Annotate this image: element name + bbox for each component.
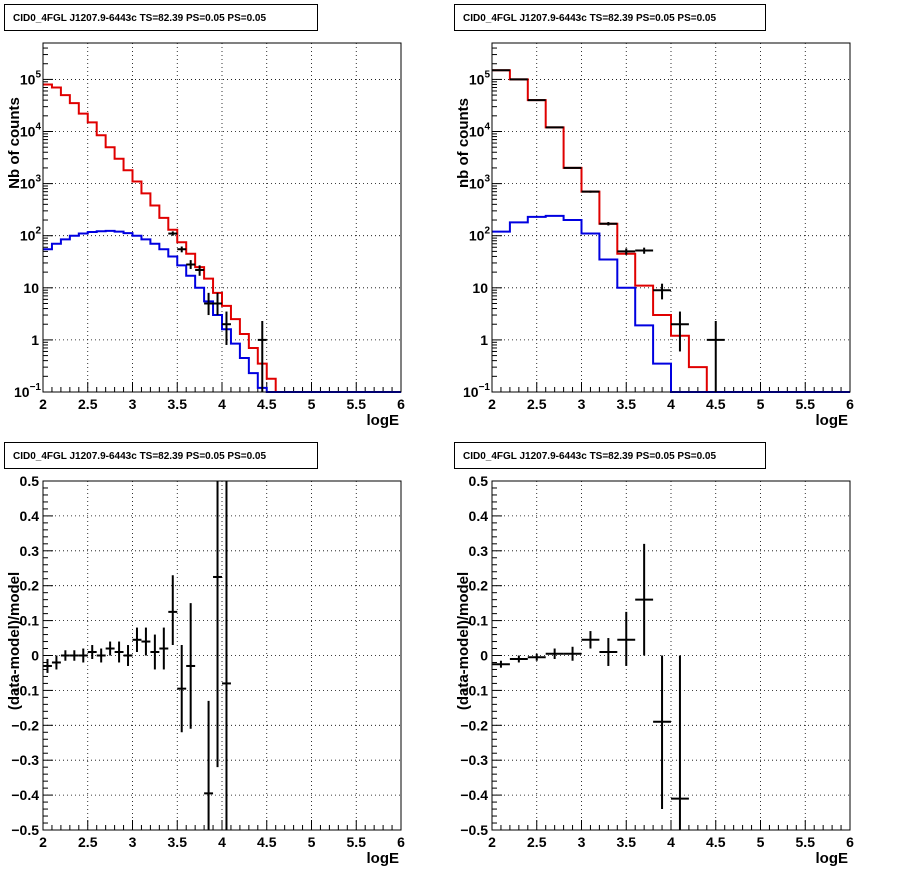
y-tick-label: −0.5	[460, 822, 488, 838]
y-tick-label: 0	[480, 648, 488, 664]
panel-title-top-left: CID0_4FGL J1207.9-6443c TS=82.39 PS=0.05…	[4, 4, 318, 31]
chart-bottom-right: 2 2.5 3 3.5 4 4.5 5 5.5 6 −0.5 −0.4 −0.3 −0.2 −0.1 0 0.…	[455, 473, 854, 867]
x-tick-label: 4	[218, 396, 226, 412]
panel-title-top-right: CID0_4FGL J1207.9-6443c TS=82.39 PS=0.05…	[454, 4, 766, 31]
y-tick-label: −0.5	[11, 822, 39, 838]
x-tick-label: 2	[39, 396, 47, 412]
x-tick-label: 5	[757, 834, 765, 850]
x-tick-label: 3.5	[168, 396, 188, 412]
x-tick-label: 4.5	[257, 834, 277, 850]
panel-title-bottom-left: CID0_4FGL J1207.9-6443c TS=82.39 PS=0.05…	[4, 442, 318, 469]
x-tick-label: 2.5	[78, 834, 98, 850]
y-tick-label: 0	[31, 648, 39, 664]
y-tick-label: 102	[20, 226, 42, 244]
plot-frame	[42, 42, 402, 393]
x-axis-title: logE	[367, 850, 400, 867]
x-tick-label: 5	[308, 396, 316, 412]
x-tick-label: 3.5	[617, 396, 637, 412]
y-tick-label: 103	[20, 174, 42, 192]
y-tick-label: 0.2	[469, 578, 489, 594]
x-tick-label: 2	[488, 396, 496, 412]
y-tick-label: 0.5	[20, 473, 40, 489]
panel-title-bottom-right: CID0_4FGL J1207.9-6443c TS=82.39 PS=0.05…	[454, 442, 766, 469]
y-tick-label: 10	[472, 280, 488, 296]
x-tick-label: 3	[129, 834, 137, 850]
y-tick-label: 0.4	[469, 508, 489, 524]
x-tick-label: 4	[218, 834, 226, 850]
y-tick-label: −0.1	[460, 682, 488, 698]
x-tick-label: 3	[578, 396, 586, 412]
y-tick-label: −0.2	[11, 717, 39, 733]
x-tick-label: 6	[846, 396, 854, 412]
y-tick-label: 10−1	[14, 382, 41, 400]
x-tick-label: 4	[667, 396, 675, 412]
x-tick-label: 6	[846, 834, 854, 850]
x-tick-label: 5.5	[796, 396, 816, 412]
y-tick-label: −0.4	[460, 787, 488, 803]
y-tick-label: −0.3	[11, 752, 39, 768]
plot-frame	[42, 480, 402, 831]
y-tick-label: 0.2	[20, 578, 40, 594]
y-tick-label: 0.3	[469, 543, 489, 559]
y-tick-label: 0.1	[20, 613, 40, 629]
x-tick-label: 4	[667, 834, 675, 850]
y-axis-title: (data-model)/model	[455, 572, 472, 710]
y-tick-label: −0.3	[460, 752, 488, 768]
x-tick-label: 5.5	[796, 834, 816, 850]
plot-frame	[491, 480, 851, 831]
chart-top-left: 2 2.5 3 3.5 4 4.5 5 5.5 6 10−1 1 10 102 103 104 105 logE…	[6, 42, 405, 429]
y-tick-label: 104	[20, 122, 42, 140]
y-axis-title: Nb of counts	[6, 97, 23, 189]
x-tick-label: 6	[397, 396, 405, 412]
chart-bottom-left: 2 2.5 3 3.5 4 4.5 5 5.5 6 −0.5 −0.4 −0.3 −0.2 −0.1 0 0.…	[6, 473, 405, 867]
x-tick-label: 2.5	[527, 834, 547, 850]
x-tick-label: 4.5	[706, 834, 726, 850]
x-tick-label: 3	[578, 834, 586, 850]
y-tick-label: 105	[469, 69, 491, 87]
y-tick-label: −0.4	[11, 787, 39, 803]
y-tick-label: −0.2	[460, 717, 488, 733]
y-tick-label: 104	[469, 122, 491, 140]
x-tick-label: 5	[308, 834, 316, 850]
x-tick-label: 6	[397, 834, 405, 850]
x-tick-label: 3.5	[168, 834, 188, 850]
x-tick-label: 3.5	[617, 834, 637, 850]
series-line-total-model	[43, 83, 401, 393]
y-tick-label: 10−1	[463, 382, 490, 400]
y-tick-label: 0.1	[469, 613, 489, 629]
chart-top-right: 2 2.5 3 3.5 4 4.5 5 5.5 6 10−1 1 10 102 103 104 105 logE…	[455, 42, 854, 429]
y-tick-label: 0.4	[20, 508, 40, 524]
y-tick-label: 102	[469, 226, 491, 244]
x-axis-title: logE	[816, 412, 849, 429]
x-axis-title: logE	[816, 850, 849, 867]
x-tick-label: 2	[488, 834, 496, 850]
x-tick-label: 3	[129, 396, 137, 412]
y-tick-label: 0.5	[469, 473, 489, 489]
y-tick-label: −0.1	[11, 682, 39, 698]
y-tick-label: 103	[469, 174, 491, 192]
y-tick-label: 10	[23, 280, 39, 296]
plot-frame	[491, 42, 851, 393]
y-axis-title: nb of counts	[455, 98, 472, 188]
x-tick-label: 5.5	[347, 834, 367, 850]
x-axis-title: logE	[367, 412, 400, 429]
x-tick-label: 4.5	[706, 396, 726, 412]
x-tick-label: 2.5	[78, 396, 98, 412]
x-tick-label: 2.5	[527, 396, 547, 412]
x-tick-label: 5.5	[347, 396, 367, 412]
y-tick-label: 1	[480, 332, 488, 348]
x-tick-label: 2	[39, 834, 47, 850]
y-tick-label: 1	[31, 332, 39, 348]
y-tick-label: 0.3	[20, 543, 40, 559]
x-tick-label: 4.5	[257, 396, 277, 412]
x-tick-label: 5	[757, 396, 765, 412]
y-axis-title: (data-model)/model	[6, 572, 23, 710]
y-tick-label: 105	[20, 69, 42, 87]
